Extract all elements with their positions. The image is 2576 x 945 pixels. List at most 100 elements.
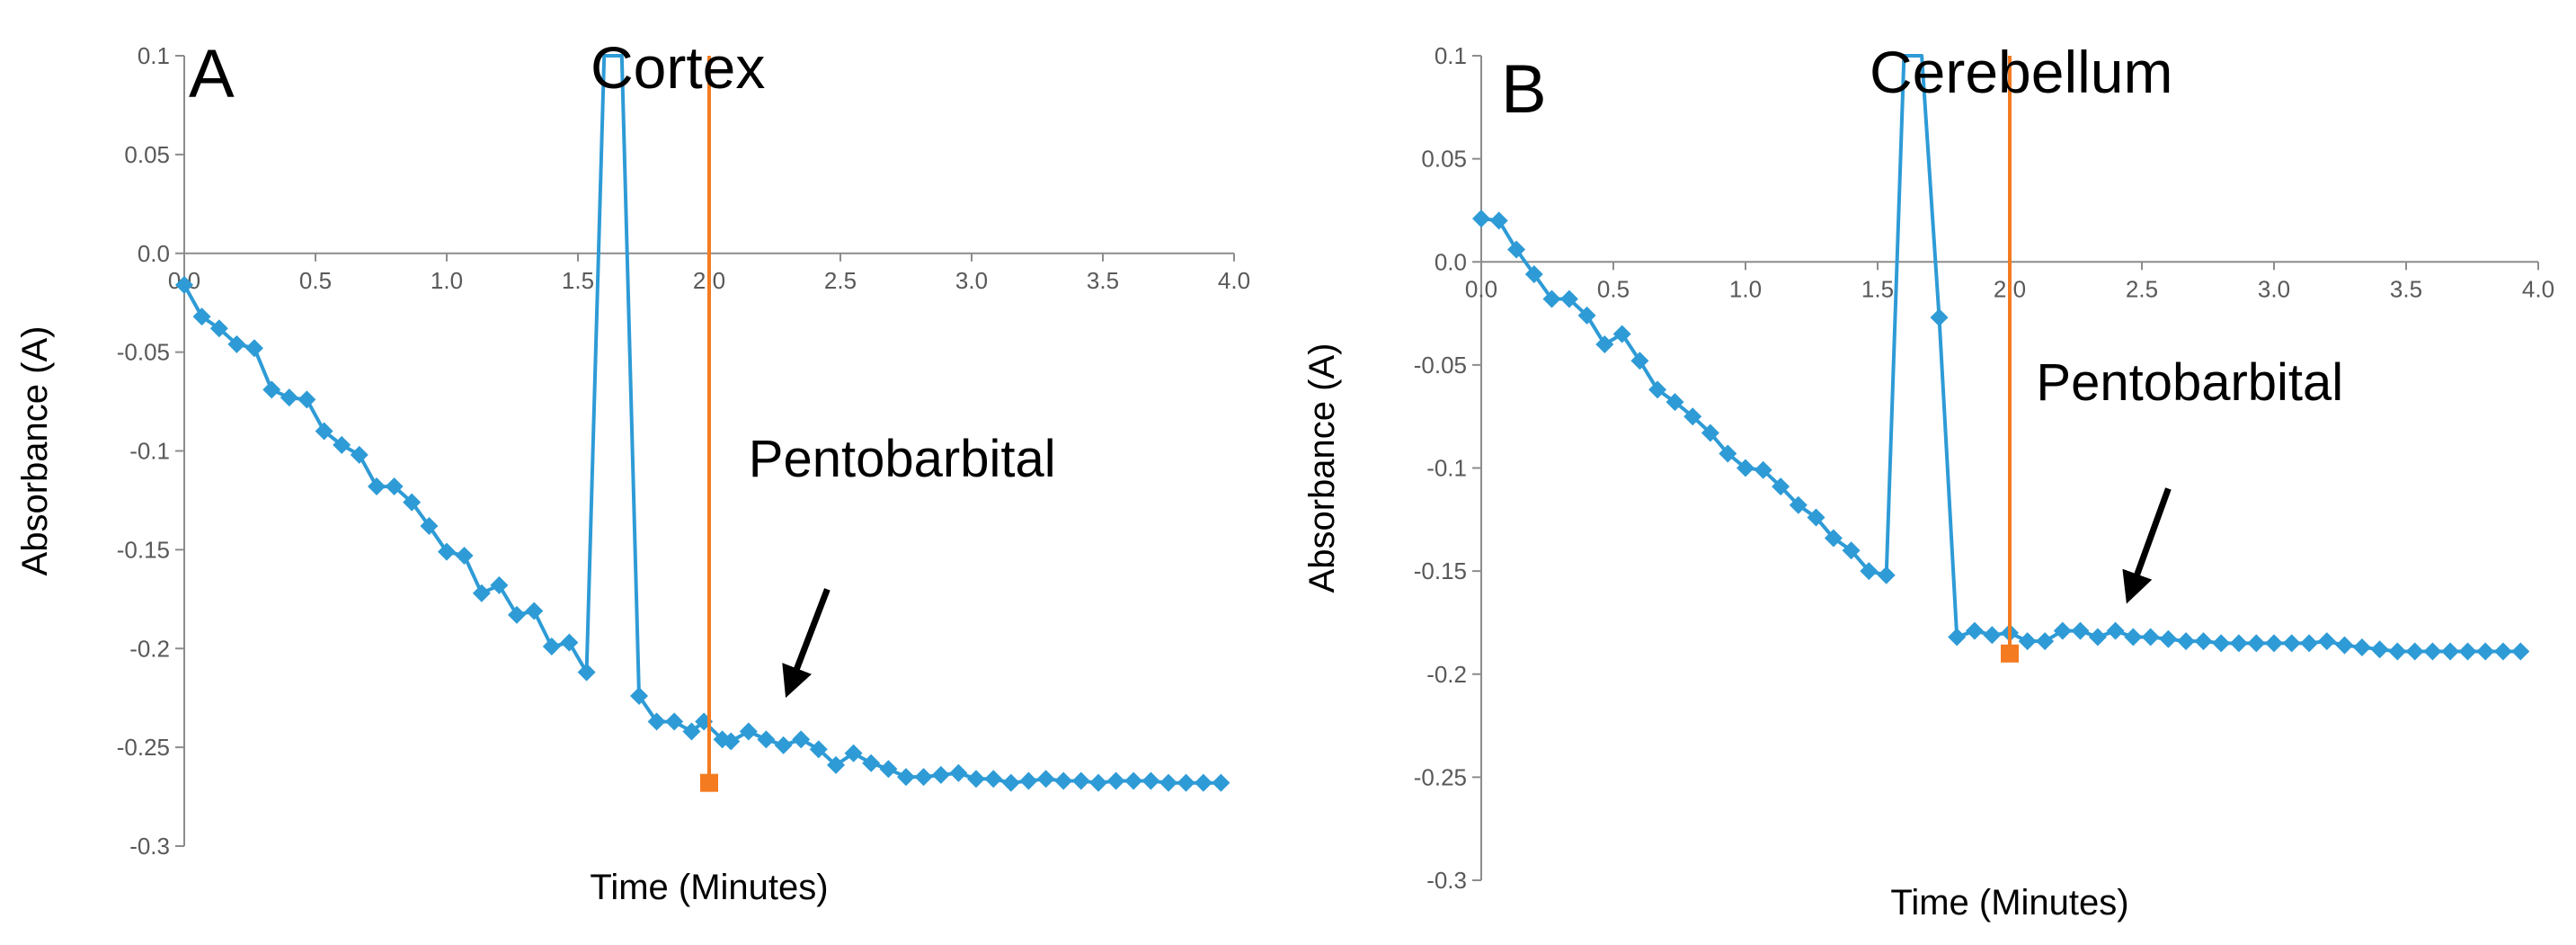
series-line xyxy=(182,54,1221,785)
data-point xyxy=(2141,628,2160,646)
data-point xyxy=(682,722,701,741)
x-tick-label: 0.0 xyxy=(1465,275,1497,302)
data-point xyxy=(897,768,915,787)
data-point xyxy=(2071,621,2090,640)
data-point-square xyxy=(2001,644,2019,663)
data-point xyxy=(525,602,544,620)
data-point xyxy=(1507,240,1526,259)
data-point xyxy=(1001,773,1020,792)
data-point xyxy=(2476,642,2495,661)
data-point xyxy=(420,517,439,536)
x-tick-label: 3.5 xyxy=(1087,267,1119,294)
data-point xyxy=(1737,459,1754,477)
data-point xyxy=(1648,380,1667,399)
data-point xyxy=(1194,773,1212,792)
x-tick-label: 0.5 xyxy=(299,267,332,294)
data-point xyxy=(1683,407,1702,426)
data-point xyxy=(507,605,526,624)
data-point xyxy=(1807,508,1825,527)
data-point xyxy=(1842,541,1861,560)
data-point xyxy=(2106,621,2125,640)
data-point xyxy=(1019,771,1038,790)
data-point xyxy=(984,770,1003,789)
data-point xyxy=(2493,642,2512,661)
y-tick-label: 0.05 xyxy=(124,141,170,168)
data-point xyxy=(280,388,298,407)
data-point xyxy=(227,334,246,353)
y-tick-label: -0.15 xyxy=(117,536,170,563)
data-point xyxy=(577,663,596,682)
data-point xyxy=(1789,495,1808,514)
x-tick-label: 1.0 xyxy=(1729,275,1762,302)
data-point xyxy=(1106,771,1125,790)
y-tick-label: -0.25 xyxy=(117,734,170,761)
data-point xyxy=(827,755,846,774)
data-point xyxy=(455,546,474,565)
data-point xyxy=(175,275,193,294)
data-point xyxy=(1141,771,1160,790)
y-axis-label: Absorbance (A) xyxy=(1302,343,1342,593)
series-absorbance xyxy=(1472,54,2530,661)
data-point xyxy=(350,445,369,464)
annotation-label: Pentobarbital xyxy=(749,430,1056,488)
y-tick-label: -0.2 xyxy=(129,635,170,662)
x-tick-label: 3.0 xyxy=(2258,275,2290,302)
x-axis-label: Time (Minutes) xyxy=(590,868,828,907)
data-point xyxy=(1612,325,1631,343)
data-point xyxy=(774,735,793,754)
data-point xyxy=(1772,477,1790,496)
data-point xyxy=(2423,642,2442,661)
data-point xyxy=(2300,634,2319,653)
panel-letter: A xyxy=(189,36,235,112)
data-point xyxy=(490,575,509,594)
data-point xyxy=(1948,628,1967,646)
data-point xyxy=(1212,773,1230,792)
x-tick-label: 1.0 xyxy=(431,267,463,294)
chart-panel-b: 0.1 0.05 0.0 -0.05 -0.1 -0.15 -0.2 -0.25 -0.3 0.0… xyxy=(1302,39,2554,923)
x-tick-label: 2.5 xyxy=(824,267,857,294)
data-point xyxy=(630,686,649,705)
y-tick-label: -0.1 xyxy=(1426,455,1467,482)
y-tick-label: -0.05 xyxy=(117,339,170,366)
data-point xyxy=(2511,642,2530,661)
data-point xyxy=(1559,290,1578,308)
data-point xyxy=(368,477,386,496)
data-point xyxy=(879,760,898,779)
data-point xyxy=(2458,642,2477,661)
data-point xyxy=(1489,211,1508,230)
data-point xyxy=(2229,634,2248,653)
annotation-arrow xyxy=(782,588,831,699)
y-tick-label: -0.3 xyxy=(1426,867,1467,894)
data-point xyxy=(2088,628,2107,646)
data-point xyxy=(2335,636,2354,655)
data-point xyxy=(262,380,281,399)
data-point xyxy=(333,435,351,454)
data-point xyxy=(2194,632,2213,651)
data-point xyxy=(1124,771,1143,790)
data-point xyxy=(472,584,491,602)
data-point xyxy=(542,637,561,656)
data-point xyxy=(2053,621,2072,640)
series-pentobarbital-injection xyxy=(700,56,718,792)
data-point xyxy=(665,712,684,731)
data-point xyxy=(914,768,933,787)
data-point xyxy=(2124,628,2143,646)
series-pentobarbital-injection xyxy=(2001,56,2019,663)
data-point xyxy=(2212,634,2231,653)
data-point xyxy=(1036,770,1055,789)
annotation-label: Pentobarbital xyxy=(2036,353,2343,412)
data-point xyxy=(949,763,968,782)
data-point xyxy=(2018,632,2037,651)
data-point xyxy=(1666,393,1684,412)
y-tick-label: -0.05 xyxy=(1414,352,1467,379)
data-point xyxy=(1824,529,1843,548)
data-point xyxy=(1754,460,1772,479)
data-point xyxy=(1472,210,1490,228)
data-point xyxy=(739,722,758,741)
y-tick-label: -0.1 xyxy=(129,438,170,465)
data-point xyxy=(1542,290,1561,308)
data-point xyxy=(209,319,228,338)
data-point xyxy=(1089,773,1108,792)
chart-panel-a: 0.10.050.0-0.05-0.1-0.15-0.2-0.25-0.30.0… xyxy=(15,34,1250,907)
